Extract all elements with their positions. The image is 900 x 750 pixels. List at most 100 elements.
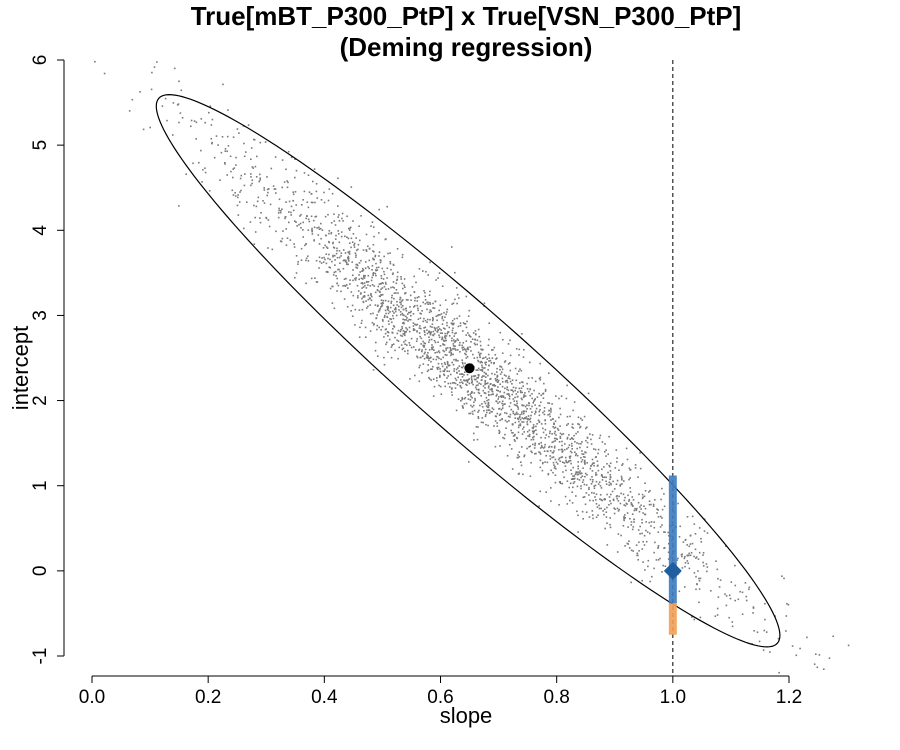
bootstrap-point: [547, 414, 549, 416]
bootstrap-point: [453, 322, 455, 325]
bootstrap-point: [251, 182, 253, 185]
bootstrap-point: [574, 440, 576, 443]
bootstrap-point: [477, 369, 479, 371]
bootstrap-point: [500, 395, 502, 398]
bootstrap-point: [530, 462, 532, 464]
bootstrap-point: [519, 382, 521, 384]
bootstrap-point: [534, 442, 536, 445]
bootstrap-point: [422, 270, 424, 272]
bootstrap-point: [400, 328, 402, 331]
bootstrap-point: [758, 640, 761, 643]
bootstrap-point: [496, 376, 498, 378]
bootstrap-point: [403, 341, 405, 343]
bootstrap-point: [519, 423, 522, 425]
bootstrap-point: [680, 554, 683, 556]
bootstrap-point: [427, 355, 429, 358]
bootstrap-point: [764, 602, 766, 605]
bootstrap-point: [251, 179, 254, 181]
bootstrap-point: [571, 423, 574, 425]
bootstrap-point: [311, 227, 313, 230]
bootstrap-point: [637, 554, 639, 557]
bootstrap-point: [661, 517, 663, 519]
bootstrap-point: [496, 393, 498, 396]
bootstrap-point: [686, 560, 689, 562]
bootstrap-point: [524, 405, 527, 408]
bootstrap-point: [480, 421, 483, 424]
bootstrap-point: [266, 194, 268, 197]
bootstrap-point: [386, 205, 388, 208]
bootstrap-point: [544, 388, 547, 391]
bootstrap-point: [479, 354, 481, 357]
bootstrap-point: [533, 389, 535, 392]
bootstrap-point: [465, 350, 468, 353]
bootstrap-point: [655, 559, 658, 561]
bootstrap-point: [391, 296, 393, 299]
bootstrap-point: [620, 475, 623, 478]
bootstrap-point: [384, 309, 387, 312]
bootstrap-point: [404, 334, 406, 337]
bootstrap-point: [373, 235, 375, 238]
bootstrap-point: [344, 235, 346, 238]
bootstrap-point: [436, 351, 438, 354]
bootstrap-point: [450, 391, 453, 393]
bootstrap-point: [531, 426, 534, 429]
bootstrap-point: [487, 344, 490, 347]
bootstrap-point: [460, 400, 462, 402]
bootstrap-point: [432, 330, 435, 333]
bootstrap-point: [695, 575, 697, 578]
bootstrap-point: [508, 395, 511, 398]
bootstrap-point: [387, 320, 390, 322]
bootstrap-point: [625, 447, 628, 450]
bootstrap-point: [250, 176, 252, 178]
bootstrap-point: [447, 375, 449, 377]
bootstrap-point: [499, 413, 502, 415]
bootstrap-point: [612, 498, 615, 501]
bootstrap-point: [450, 348, 452, 350]
bootstrap-point: [545, 434, 548, 436]
bootstrap-point: [399, 330, 402, 333]
bootstrap-point: [247, 124, 250, 126]
bootstrap-point: [561, 456, 564, 458]
bootstrap-point: [456, 293, 459, 296]
bootstrap-point: [260, 212, 262, 214]
x-tick-label: 0.8: [543, 687, 569, 708]
bootstrap-point: [661, 571, 663, 573]
bootstrap-point: [423, 317, 425, 320]
bootstrap-point: [568, 434, 570, 436]
bootstrap-point: [454, 332, 456, 335]
bootstrap-point: [706, 532, 709, 534]
bootstrap-point: [543, 446, 546, 448]
bootstrap-point: [476, 380, 479, 383]
bootstrap-point: [416, 356, 419, 359]
bootstrap-point: [561, 451, 564, 453]
bootstrap-point: [514, 417, 516, 419]
bootstrap-point: [512, 432, 514, 434]
bootstrap-point: [620, 534, 622, 537]
bootstrap-point: [514, 440, 516, 442]
bootstrap-point: [439, 374, 441, 377]
bootstrap-point: [688, 554, 690, 557]
bootstrap-point: [449, 347, 451, 349]
bootstrap-point: [267, 219, 270, 221]
bootstrap-point: [348, 260, 350, 262]
bootstrap-point: [553, 427, 556, 429]
bootstrap-point: [441, 315, 444, 318]
bootstrap-point: [582, 479, 585, 481]
bootstrap-point: [538, 392, 540, 395]
bootstrap-point: [533, 430, 536, 432]
bootstrap-point: [359, 293, 362, 295]
bootstrap-point: [690, 552, 693, 554]
bootstrap-point: [702, 561, 704, 564]
bootstrap-point: [679, 525, 681, 528]
bootstrap-point: [490, 393, 492, 396]
bootstrap-point: [342, 249, 345, 251]
bootstrap-point: [375, 266, 378, 269]
bootstrap-point: [434, 329, 437, 332]
bootstrap-point: [539, 451, 541, 454]
bootstrap-point: [381, 301, 384, 304]
bootstrap-point: [544, 419, 546, 421]
bootstrap-point: [518, 424, 520, 427]
bootstrap-point: [365, 336, 367, 338]
bootstrap-point: [390, 300, 393, 303]
bootstrap-point: [327, 271, 329, 273]
